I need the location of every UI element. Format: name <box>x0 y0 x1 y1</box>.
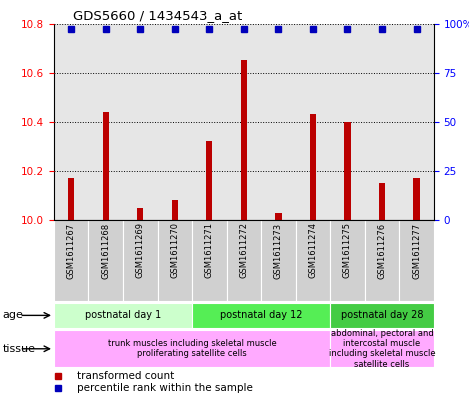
Bar <box>103 112 109 220</box>
Bar <box>241 61 247 220</box>
Bar <box>123 220 158 301</box>
Bar <box>206 141 212 220</box>
Bar <box>192 220 227 301</box>
Text: trunk muscles including skeletal muscle
proliferating satellite cells: trunk muscles including skeletal muscle … <box>108 339 276 358</box>
Bar <box>158 220 192 301</box>
Text: GSM1611276: GSM1611276 <box>378 222 386 279</box>
Bar <box>365 24 399 220</box>
Bar <box>261 220 295 301</box>
Bar <box>330 330 434 367</box>
Text: percentile rank within the sample: percentile rank within the sample <box>77 383 253 393</box>
Text: GSM1611272: GSM1611272 <box>239 222 249 279</box>
Bar <box>172 200 178 220</box>
Bar <box>54 24 89 220</box>
Text: GSM1611277: GSM1611277 <box>412 222 421 279</box>
Bar <box>399 220 434 301</box>
Bar <box>123 24 158 220</box>
Bar <box>330 220 365 301</box>
Bar <box>399 24 434 220</box>
Text: GSM1611270: GSM1611270 <box>170 222 179 279</box>
Bar <box>192 24 227 220</box>
Text: postnatal day 12: postnatal day 12 <box>220 310 303 320</box>
Bar <box>261 24 295 220</box>
Text: postnatal day 28: postnatal day 28 <box>341 310 423 320</box>
Bar <box>330 24 365 220</box>
Bar <box>275 213 281 220</box>
Bar <box>54 330 330 367</box>
Text: GSM1611274: GSM1611274 <box>309 222 318 279</box>
Text: GDS5660 / 1434543_a_at: GDS5660 / 1434543_a_at <box>73 9 242 22</box>
Text: abdominal, pectoral and
intercostal muscle
including skeletal muscle
satellite c: abdominal, pectoral and intercostal musc… <box>329 329 435 369</box>
Bar <box>365 220 399 301</box>
Bar <box>295 220 330 301</box>
Bar <box>68 178 74 220</box>
Text: transformed count: transformed count <box>77 371 174 381</box>
Bar <box>54 303 192 328</box>
Text: postnatal day 1: postnatal day 1 <box>85 310 161 320</box>
Text: GSM1611267: GSM1611267 <box>67 222 76 279</box>
Bar <box>89 24 123 220</box>
Text: GSM1611269: GSM1611269 <box>136 222 145 279</box>
Text: age: age <box>2 310 23 320</box>
Text: GSM1611275: GSM1611275 <box>343 222 352 279</box>
Bar <box>192 303 330 328</box>
Bar <box>54 220 89 301</box>
Bar <box>344 122 351 220</box>
Bar <box>227 220 261 301</box>
Bar <box>379 183 385 220</box>
Bar <box>330 303 434 328</box>
Bar <box>310 114 316 220</box>
Bar <box>295 24 330 220</box>
Text: GSM1611268: GSM1611268 <box>101 222 110 279</box>
Text: GSM1611271: GSM1611271 <box>205 222 214 279</box>
Bar <box>89 220 123 301</box>
Bar <box>227 24 261 220</box>
Bar <box>414 178 420 220</box>
Text: tissue: tissue <box>2 344 35 354</box>
Text: GSM1611273: GSM1611273 <box>274 222 283 279</box>
Bar <box>158 24 192 220</box>
Bar <box>137 208 144 220</box>
